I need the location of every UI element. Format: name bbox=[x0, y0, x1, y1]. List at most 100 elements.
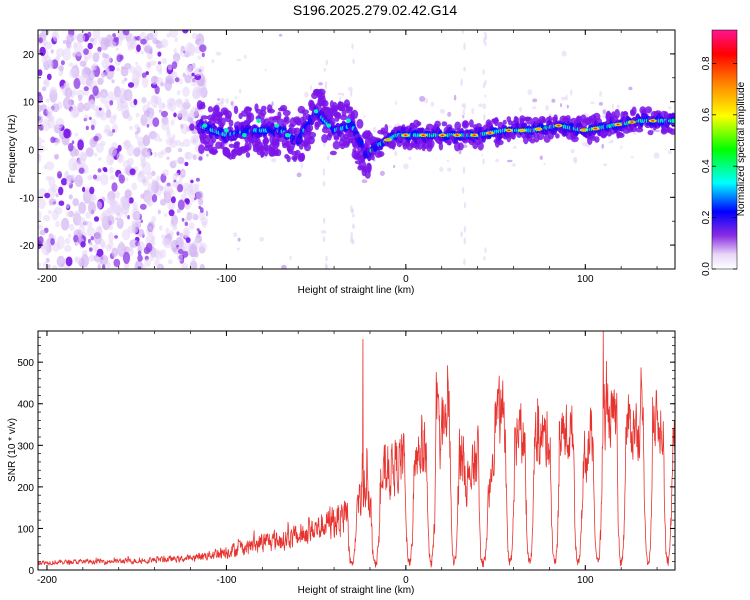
noise-blob bbox=[543, 162, 546, 166]
ridge-hotspot bbox=[488, 132, 492, 134]
noise-blob bbox=[118, 174, 125, 184]
noise-blob bbox=[217, 98, 221, 101]
noise-blob bbox=[131, 70, 141, 85]
ridge-blob bbox=[295, 117, 302, 125]
noise-blob bbox=[107, 91, 115, 103]
ridge-blob bbox=[282, 109, 291, 117]
noise-blob bbox=[142, 114, 147, 119]
noise-blob bbox=[195, 190, 204, 201]
noise-blob bbox=[141, 77, 149, 88]
noise-blob bbox=[174, 37, 179, 43]
streak-blob bbox=[482, 69, 485, 75]
noise-blob bbox=[56, 48, 65, 57]
noise-blob bbox=[50, 49, 54, 54]
noise-blob bbox=[393, 164, 396, 169]
noise-blob bbox=[142, 134, 151, 147]
noise-blob bbox=[50, 238, 55, 246]
ridge-hotspot bbox=[630, 121, 634, 123]
ridge-blob bbox=[441, 121, 448, 127]
noise-blob bbox=[326, 155, 330, 161]
streak-blob bbox=[461, 103, 465, 108]
noise-blob bbox=[127, 225, 136, 234]
noise-blob bbox=[78, 151, 88, 161]
ridge-blob bbox=[329, 150, 337, 156]
noise-blob bbox=[38, 154, 41, 161]
noise-blob bbox=[101, 59, 108, 69]
noise-blob bbox=[66, 178, 72, 186]
noise-blob bbox=[603, 163, 608, 167]
noise-blob bbox=[136, 126, 141, 134]
colorbar-label: Normalized spectral amplitude bbox=[736, 81, 747, 216]
noise-blob bbox=[71, 140, 75, 145]
noise-blob bbox=[145, 61, 152, 70]
noise-blob bbox=[181, 111, 190, 122]
snr-y-tick-label: 0 bbox=[28, 566, 34, 577]
ridge-blob bbox=[302, 112, 307, 123]
noise-blob bbox=[233, 232, 238, 238]
spectrogram-heatmap bbox=[38, 30, 675, 269]
noise-blob bbox=[339, 96, 342, 103]
noise-blob bbox=[155, 175, 161, 182]
noise-blob bbox=[114, 36, 119, 43]
noise-blob bbox=[172, 173, 178, 181]
noise-blob bbox=[193, 240, 199, 247]
streak-blob bbox=[482, 158, 485, 165]
streak-blob bbox=[325, 264, 328, 269]
noise-blob bbox=[158, 102, 166, 110]
noise-blob bbox=[39, 229, 46, 236]
ridge-hotspot bbox=[536, 128, 541, 131]
noise-blob bbox=[79, 73, 88, 86]
colorbar-tick-label: 0.4 bbox=[701, 159, 712, 173]
noise-blob bbox=[41, 86, 47, 92]
ridge-hotspot bbox=[275, 124, 279, 127]
noise-blob bbox=[566, 104, 569, 109]
noise-blob bbox=[165, 146, 172, 153]
ridge-blob bbox=[234, 141, 241, 146]
noise-blob bbox=[154, 105, 158, 109]
noise-blob bbox=[90, 197, 95, 202]
noise-blob bbox=[170, 119, 175, 126]
noise-blob bbox=[115, 191, 120, 199]
noise-blob bbox=[123, 262, 130, 269]
noise-blob bbox=[180, 48, 188, 58]
noise-blob bbox=[147, 182, 156, 194]
noise-blob bbox=[108, 146, 117, 157]
noise-blob bbox=[102, 264, 106, 269]
noise-blob bbox=[147, 221, 155, 231]
noise-blob bbox=[195, 177, 200, 182]
noise-blob bbox=[149, 113, 153, 118]
noise-blob bbox=[171, 134, 176, 139]
noise-blob bbox=[185, 237, 191, 244]
noise-blob bbox=[46, 264, 51, 269]
noise-blob bbox=[93, 135, 99, 142]
ridge-hotspot bbox=[441, 134, 444, 136]
ridge-blob bbox=[210, 146, 218, 156]
ridge-hotspot bbox=[314, 110, 318, 113]
noise-blob bbox=[48, 198, 57, 206]
noise-blob bbox=[163, 182, 173, 196]
spectrogram-x-tick-label: 0 bbox=[403, 274, 409, 285]
noise-blob bbox=[215, 51, 222, 56]
ridge-blob bbox=[477, 141, 484, 151]
noise-blob bbox=[118, 87, 127, 102]
ridge-blob bbox=[213, 104, 220, 114]
noise-blob bbox=[169, 30, 178, 38]
noise-blob bbox=[51, 209, 59, 221]
noise-blob bbox=[70, 107, 80, 119]
noise-blob bbox=[137, 241, 145, 251]
snr-frame bbox=[37, 330, 676, 571]
noise-blob bbox=[342, 92, 345, 97]
ridge-hotspot bbox=[507, 129, 511, 132]
streak-blob bbox=[323, 217, 326, 224]
ridge-blob bbox=[219, 123, 224, 128]
noise-blob bbox=[171, 61, 178, 69]
noise-blob bbox=[158, 109, 163, 113]
noise-blob bbox=[86, 221, 93, 228]
ridge-blob bbox=[280, 104, 288, 112]
noise-blob bbox=[62, 48, 71, 61]
noise-blob bbox=[141, 72, 147, 79]
ridge-hotspot bbox=[594, 127, 597, 130]
noise-blob bbox=[161, 237, 169, 247]
noise-blob bbox=[151, 194, 158, 203]
ridge-blob bbox=[370, 154, 375, 161]
